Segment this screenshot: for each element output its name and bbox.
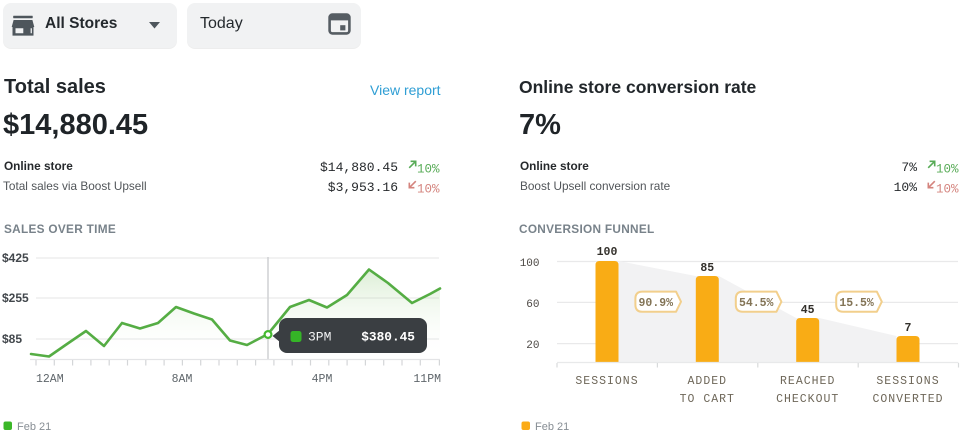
svg-text:90.9%: 90.9% <box>639 297 674 310</box>
svg-text:TO CART: TO CART <box>680 393 735 406</box>
svg-text:$85: $85 <box>2 332 22 346</box>
svg-text:54.5%: 54.5% <box>739 297 774 310</box>
svg-text:12AM: 12AM <box>36 373 64 386</box>
svg-text:SESSIONS: SESSIONS <box>876 375 939 388</box>
svg-text:Feb 21: Feb 21 <box>17 421 51 431</box>
svg-text:$425: $425 <box>2 251 29 265</box>
svg-text:REACHED: REACHED <box>780 375 835 388</box>
svg-text:20: 20 <box>526 340 539 352</box>
svg-text:ADDED: ADDED <box>688 375 728 388</box>
svg-text:45: 45 <box>801 304 815 317</box>
svg-text:100: 100 <box>597 246 618 259</box>
svg-text:60: 60 <box>526 299 539 311</box>
svg-text:4PM: 4PM <box>312 373 333 386</box>
svg-text:$255: $255 <box>2 291 29 305</box>
svg-text:CHECKOUT: CHECKOUT <box>776 393 839 406</box>
svg-text:$380.45: $380.45 <box>361 330 415 345</box>
svg-text:11PM: 11PM <box>413 373 441 386</box>
svg-text:SESSIONS: SESSIONS <box>575 375 638 388</box>
svg-text:Feb 21: Feb 21 <box>535 421 569 431</box>
svg-text:7: 7 <box>905 322 912 335</box>
svg-text:CONVERTED: CONVERTED <box>872 393 943 406</box>
svg-text:100: 100 <box>520 258 540 270</box>
svg-text:8AM: 8AM <box>172 373 193 386</box>
svg-text:15.5%: 15.5% <box>839 297 874 310</box>
svg-text:85: 85 <box>700 262 714 275</box>
svg-text:3PM: 3PM <box>308 330 331 345</box>
